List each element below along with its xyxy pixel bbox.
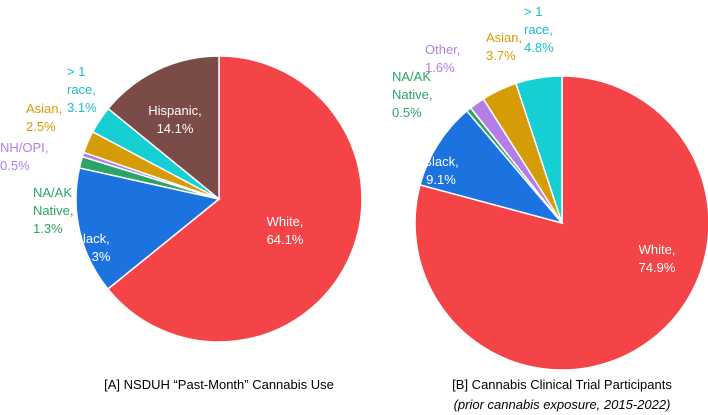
- pie-b-label-white: White, 74.9%: [639, 242, 676, 275]
- label-line: 4.8%: [524, 40, 554, 55]
- pie-a-slice-hispanic: [107, 55, 220, 201]
- label-line: 0.5%: [0, 158, 30, 173]
- pie-b-slice-black: [419, 109, 565, 225]
- label-line: 3.1%: [67, 100, 97, 115]
- label-line: race,: [67, 82, 96, 97]
- label-line: 74.9%: [639, 260, 676, 275]
- label-line: NA/AK: [33, 185, 72, 200]
- pie-a-label-black: Black, 14.3%: [74, 231, 111, 264]
- label-line: White,: [267, 214, 304, 229]
- pie-a-slice-white: [106, 55, 363, 343]
- label-line: 2.5%: [26, 119, 56, 134]
- label-line: > 1: [524, 4, 542, 19]
- pie-chart-b: White, 74.9% Black, 9.1% NA/AK Native, 0.5% Oth…: [392, 4, 708, 371]
- pie-b-label-1-race: > 1 race, 4.8%: [524, 4, 554, 55]
- pie-a-slice-black: [75, 167, 221, 291]
- label-line: Asian,: [26, 101, 62, 116]
- label-line: NH/OPI,: [0, 140, 48, 155]
- chart-b-title: [B] Cannabis Clinical Trial Participants: [452, 377, 672, 392]
- label-line: Other,: [425, 42, 460, 57]
- label-line: Asian,: [486, 30, 522, 45]
- label-line: 1.6%: [425, 60, 455, 75]
- pie-b-label-other: Other, 1.6%: [425, 42, 460, 75]
- label-line: 0.5%: [392, 105, 422, 120]
- label-line: Black,: [74, 231, 109, 246]
- pie-b-label-asian: Asian, 3.7%: [486, 30, 522, 63]
- pie-b-label-black: Black, 9.1%: [423, 154, 458, 187]
- label-line: 9.1%: [426, 172, 456, 187]
- label-line: 64.1%: [267, 232, 304, 247]
- pie-a-label-hispanic: Hispanic, 14.1%: [148, 103, 201, 136]
- label-line: Native,: [392, 87, 432, 102]
- pie-a-label-asian: Asian, 2.5%: [26, 101, 62, 134]
- label-line: 3.7%: [486, 48, 516, 63]
- label-line: Hispanic,: [148, 103, 201, 118]
- label-line: race,: [524, 22, 553, 37]
- label-line: NA/AK: [392, 69, 431, 84]
- label-line: Black,: [423, 154, 458, 169]
- label-line: 1.3%: [33, 221, 63, 236]
- pie-b-label-na-ak-native: NA/AK Native, 0.5%: [392, 69, 432, 120]
- chart-a-title: [A] NSDUH “Past-Month” Cannabis Use: [104, 377, 334, 392]
- chart-b-subtitle: (prior cannabis exposure, 2015-2022): [454, 397, 671, 412]
- pie-b-slice-1-race: [514, 75, 563, 224]
- label-line: Native,: [33, 203, 73, 218]
- label-line: 14.1%: [157, 121, 194, 136]
- pie-a-label-nh-opi: NH/OPI, 0.5%: [0, 140, 48, 173]
- pie-a-label-1-race: > 1 race, 3.1%: [67, 64, 97, 115]
- pie-chart-a: White, 64.1% Black, 14.3% NA/AK Native, 1.3% NH…: [0, 55, 363, 343]
- label-line: White,: [639, 242, 676, 257]
- pie-a-label-na-ak-native: NA/AK Native, 1.3%: [33, 185, 73, 236]
- pie-a-label-white: White, 64.1%: [267, 214, 304, 247]
- label-line: > 1: [67, 64, 85, 79]
- label-line: 14.3%: [74, 249, 111, 264]
